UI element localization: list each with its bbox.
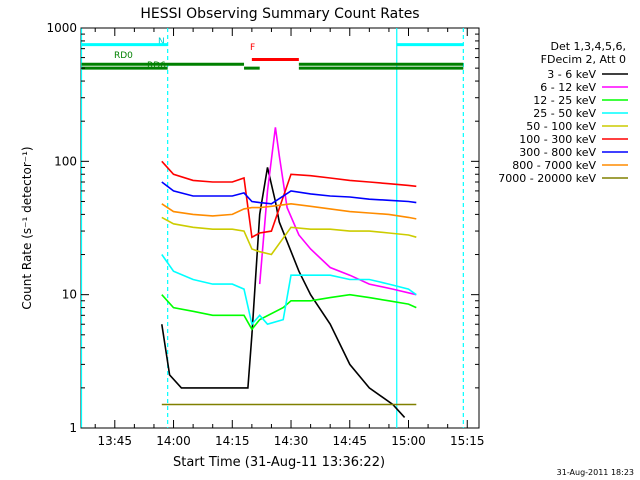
series-line-7 — [161, 202, 417, 220]
y-tick-label-0: 1 — [69, 421, 77, 435]
x-axis-label: Start Time (31-Aug-11 13:36:22) — [173, 455, 385, 470]
footer-timestamp: 31-Aug-2011 18:23 — [557, 468, 634, 477]
vertical-lines-group — [80, 28, 464, 428]
y-tick-label-2: 100 — [54, 154, 77, 168]
legend: Det 1,3,4,5,6, FDecim 2, Att 0 3 - 6 keV… — [498, 40, 628, 185]
plot-frame — [80, 27, 480, 429]
series-line-4 — [161, 216, 417, 256]
series-line-3 — [161, 254, 417, 326]
legend-label-4: 50 - 100 keV — [526, 120, 596, 133]
y-tick-label-3: 1000 — [46, 21, 77, 35]
x-tick-label-6: 15:15 — [450, 434, 485, 448]
annotation-bars-group — [81, 43, 464, 70]
annotation-label-f: F — [250, 43, 255, 53]
legend-label-3: 25 - 50 keV — [533, 107, 596, 120]
series-line-6 — [161, 181, 417, 205]
annotation-label-rd0: RD0 — [114, 51, 133, 61]
chart-title: HESSI Observing Summary Count Rates — [140, 6, 419, 22]
x-tick-label-2: 14:15 — [215, 434, 250, 448]
legend-label-5: 100 - 300 keV — [519, 133, 596, 146]
x-tick-label-3: 14:30 — [274, 434, 309, 448]
x-axis-group: 13:45 14:00 14:15 14:30 14:45 15:00 15:15 — [94, 28, 485, 448]
y-axis-group: 1 10 100 1000 — [46, 21, 479, 435]
y-tick-label-1: 10 — [62, 288, 77, 302]
y-axis-label: Count Rate (s⁻¹ detector⁻¹) — [20, 146, 34, 309]
x-tick-label-4: 14:45 — [332, 434, 367, 448]
legend-label-7: 800 - 7000 keV — [512, 159, 596, 172]
series-line-2 — [161, 293, 417, 331]
legend-title-line-2: FDecim 2, Att 0 — [541, 53, 626, 66]
legend-label-1: 6 - 12 keV — [540, 81, 596, 94]
x-tick-label-1: 14:00 — [156, 434, 191, 448]
legend-label-6: 300 - 800 keV — [519, 146, 596, 159]
series-line-1 — [258, 127, 417, 296]
legend-label-8: 7000 - 20000 keV — [498, 172, 596, 185]
legend-label-2: 12 - 25 keV — [533, 94, 596, 107]
x-tick-label-0: 13:45 — [97, 434, 132, 448]
annotation-label-n: N — [158, 37, 165, 47]
series-line-5 — [161, 160, 417, 239]
x-tick-label-5: 15:00 — [391, 434, 426, 448]
legend-title-line-1: Det 1,3,4,5,6, — [550, 40, 626, 53]
annotation-label-rd6: RD6 — [147, 61, 166, 71]
series-group — [161, 127, 417, 418]
legend-label-0: 3 - 6 keV — [547, 68, 596, 81]
